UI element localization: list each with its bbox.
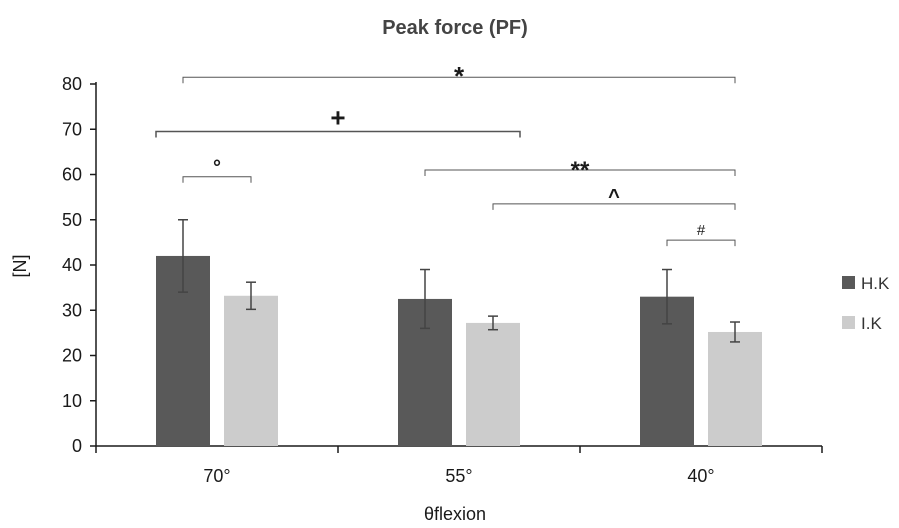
chart-title: Peak force (PF) bbox=[382, 17, 528, 39]
significance-symbol-5: # bbox=[697, 222, 706, 239]
bar-I.K-1 bbox=[466, 322, 520, 446]
axes: 0 10 20 30 40 50 60 70 80 70° 55° 40° bbox=[62, 74, 823, 486]
significance-bracket-1 bbox=[155, 130, 521, 138]
x-tick-label-0: 70° bbox=[203, 466, 230, 486]
y-tick-label-40: 40 bbox=[62, 255, 82, 275]
bars bbox=[156, 219, 762, 446]
significance-brackets: * + ° ** ^ # bbox=[155, 61, 736, 247]
y-tick-label-50: 50 bbox=[62, 210, 82, 230]
significance-bracket-4 bbox=[492, 203, 736, 210]
bar-I.K-2 bbox=[708, 331, 762, 446]
significance-symbol-3: ** bbox=[571, 157, 590, 184]
significance-bracket-5 bbox=[666, 239, 736, 247]
bar-I.K-0 bbox=[224, 295, 278, 446]
y-tick-label-20: 20 bbox=[62, 346, 82, 366]
legend-swatch-I.K bbox=[842, 316, 855, 329]
y-tick-label-0: 0 bbox=[72, 436, 82, 456]
significance-bracket-2 bbox=[182, 176, 252, 183]
y-tick-label-70: 70 bbox=[62, 119, 82, 139]
legend-label-H.K: H.K bbox=[861, 274, 890, 293]
significance-symbol-0: * bbox=[454, 61, 465, 91]
significance-symbol-4: ^ bbox=[608, 186, 620, 208]
legend: H.K I.K bbox=[842, 274, 890, 333]
significance-symbol-2: ° bbox=[213, 157, 221, 179]
x-tick-label-1: 55° bbox=[445, 466, 472, 486]
y-tick-label-80: 80 bbox=[62, 74, 82, 94]
y-axis-label: [N] bbox=[10, 254, 30, 277]
y-tick-label-30: 30 bbox=[62, 300, 82, 320]
y-tick-label-10: 10 bbox=[62, 391, 82, 411]
x-axis-label: θflexion bbox=[424, 504, 486, 524]
legend-label-I.K: I.K bbox=[861, 314, 882, 333]
legend-swatch-H.K bbox=[842, 276, 855, 289]
significance-bracket-3 bbox=[424, 169, 736, 176]
significance-bracket-0 bbox=[182, 76, 736, 84]
significance-symbol-1: + bbox=[330, 103, 345, 133]
y-tick-label-60: 60 bbox=[62, 165, 82, 185]
x-tick-label-2: 40° bbox=[687, 466, 714, 486]
